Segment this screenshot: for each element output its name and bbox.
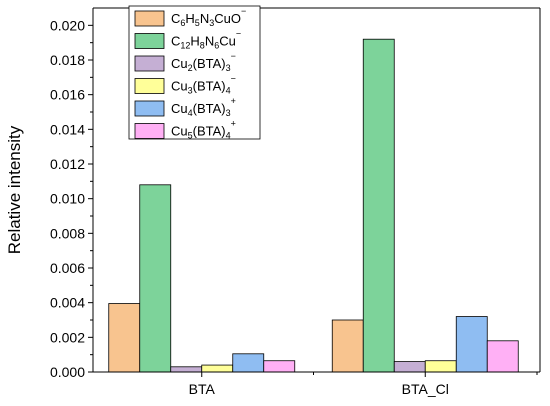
bar-bta-series-2 (139, 184, 172, 373)
y-tick-label: 0.020 (50, 17, 85, 33)
legend-label: Cu5(BTA)4+ (171, 119, 236, 141)
bar-bta-series-1 (108, 303, 141, 373)
y-tick-label: 0.014 (50, 121, 85, 137)
legend-label: Cu3(BTA)4− (171, 74, 236, 96)
legend-label: C6H5N3CuO− (171, 6, 246, 28)
y-tick-label: 0.002 (50, 329, 85, 345)
legend-label: C12H8N6Cu− (171, 29, 241, 51)
legend-swatch (134, 10, 165, 27)
legend-swatch (134, 100, 165, 117)
bar-bta-series-4 (201, 364, 234, 373)
y-tick-label: 0.016 (50, 87, 85, 103)
y-tick-label: 0.018 (50, 52, 85, 68)
bar-bta-cl-series-3 (393, 361, 426, 373)
legend-label: Cu4(BTA)3+ (171, 96, 236, 118)
legend-swatch (134, 78, 165, 94)
y-tick-label: 0.008 (50, 225, 85, 241)
y-tick-label: 0.000 (50, 364, 85, 380)
bar-bta-series-6 (263, 360, 296, 373)
bar-bta-cl-series-4 (424, 360, 457, 373)
bar-bta-cl-series-1 (331, 319, 364, 373)
bars-layer (108, 38, 519, 373)
bar-bta-cl-series-2 (362, 38, 395, 373)
y-tick-label: 0.012 (50, 156, 85, 172)
axes-layer: 0.000 0.002 0.004 0.006 0.008 0.010 0.012 0.014… (5, 7, 541, 397)
legend-box (128, 5, 261, 140)
y-tick-label: 0.006 (50, 260, 85, 276)
x-tick-label: BTA_Cl (402, 381, 449, 397)
legend-label: Cu2(BTA)3− (171, 51, 236, 73)
bar-bta-series-3 (170, 366, 203, 373)
bar-bta-cl-series-5 (455, 316, 488, 373)
legend-swatch (134, 33, 165, 49)
bar-bta-series-5 (232, 353, 265, 373)
legend-swatch (134, 55, 165, 72)
legend-swatch (134, 123, 165, 139)
y-axis-label: Relative intensity (5, 125, 24, 254)
bar-bta-cl-series-6 (486, 340, 519, 373)
x-tick-label: BTA (189, 381, 216, 397)
y-tick-label: 0.010 (50, 191, 85, 207)
y-tick-label: 0.004 (50, 295, 85, 311)
legend: C6H5N3CuO−C12H8N6Cu−Cu2(BTA)3−Cu3(BTA)4−… (128, 5, 261, 141)
